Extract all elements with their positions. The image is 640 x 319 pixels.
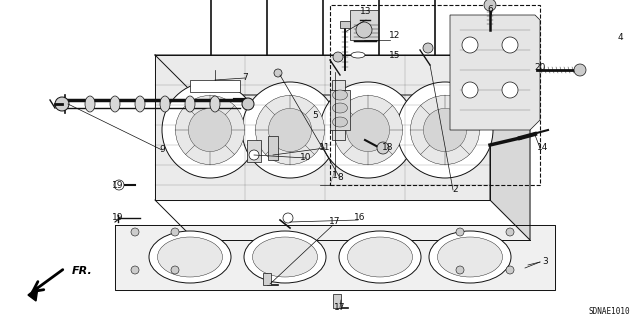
- Ellipse shape: [149, 231, 231, 283]
- Bar: [247, 140, 261, 162]
- Ellipse shape: [333, 90, 348, 100]
- Circle shape: [249, 150, 259, 160]
- Polygon shape: [155, 55, 490, 200]
- Ellipse shape: [157, 237, 223, 277]
- Ellipse shape: [110, 96, 120, 112]
- Circle shape: [55, 97, 69, 111]
- Polygon shape: [155, 55, 530, 95]
- Text: 17: 17: [329, 218, 340, 226]
- Circle shape: [506, 266, 514, 274]
- Text: 14: 14: [538, 144, 548, 152]
- Ellipse shape: [339, 231, 421, 283]
- Ellipse shape: [348, 237, 413, 277]
- Circle shape: [171, 228, 179, 236]
- Circle shape: [320, 82, 416, 178]
- Text: 4: 4: [617, 33, 623, 42]
- Circle shape: [484, 0, 496, 11]
- Circle shape: [377, 142, 389, 154]
- Ellipse shape: [160, 96, 170, 112]
- Circle shape: [423, 43, 433, 53]
- Circle shape: [502, 82, 518, 98]
- Bar: [340, 21, 350, 28]
- Bar: [263, 273, 271, 285]
- Circle shape: [274, 69, 282, 77]
- Circle shape: [171, 266, 179, 274]
- Polygon shape: [332, 80, 345, 140]
- Text: 19: 19: [112, 213, 124, 222]
- Text: 5: 5: [312, 110, 318, 120]
- Polygon shape: [28, 287, 38, 301]
- Circle shape: [456, 266, 464, 274]
- Text: 11: 11: [319, 144, 331, 152]
- Circle shape: [255, 95, 324, 165]
- Ellipse shape: [438, 237, 502, 277]
- Bar: [350, 10, 378, 40]
- Polygon shape: [490, 55, 530, 240]
- Polygon shape: [115, 225, 555, 290]
- Circle shape: [456, 228, 464, 236]
- Text: 15: 15: [389, 50, 401, 60]
- Circle shape: [356, 22, 372, 38]
- Text: 12: 12: [389, 31, 401, 40]
- Text: FR.: FR.: [72, 266, 93, 276]
- Circle shape: [502, 37, 518, 53]
- Text: 10: 10: [300, 153, 312, 162]
- Ellipse shape: [210, 96, 220, 112]
- Circle shape: [114, 180, 124, 190]
- Ellipse shape: [244, 231, 326, 283]
- Text: 2: 2: [452, 186, 458, 195]
- Text: 17: 17: [334, 303, 346, 313]
- Circle shape: [346, 108, 390, 152]
- Ellipse shape: [351, 52, 365, 58]
- Circle shape: [397, 82, 493, 178]
- Text: 16: 16: [355, 213, 365, 222]
- Text: 3: 3: [542, 257, 548, 266]
- Ellipse shape: [333, 103, 348, 113]
- Circle shape: [506, 228, 514, 236]
- Bar: [268, 136, 278, 160]
- Circle shape: [574, 64, 586, 76]
- Ellipse shape: [429, 231, 511, 283]
- Circle shape: [283, 213, 293, 223]
- Polygon shape: [450, 15, 540, 130]
- Circle shape: [410, 95, 479, 165]
- Polygon shape: [190, 80, 240, 92]
- Ellipse shape: [253, 237, 317, 277]
- Bar: [330, 5, 540, 185]
- Ellipse shape: [333, 117, 348, 127]
- Text: 20: 20: [534, 63, 546, 72]
- Ellipse shape: [135, 96, 145, 112]
- Circle shape: [162, 82, 258, 178]
- Circle shape: [175, 95, 244, 165]
- Text: 19: 19: [112, 181, 124, 189]
- Circle shape: [424, 108, 467, 152]
- Polygon shape: [330, 90, 350, 130]
- Circle shape: [462, 82, 478, 98]
- Circle shape: [242, 98, 254, 110]
- Text: 1: 1: [332, 170, 338, 180]
- Text: 7: 7: [242, 73, 248, 83]
- Circle shape: [131, 266, 139, 274]
- Circle shape: [333, 95, 403, 165]
- Text: 9: 9: [159, 145, 165, 154]
- Circle shape: [188, 108, 232, 152]
- Text: 8: 8: [337, 174, 343, 182]
- Ellipse shape: [85, 96, 95, 112]
- Circle shape: [131, 228, 139, 236]
- Circle shape: [462, 37, 478, 53]
- Bar: [333, 294, 341, 308]
- Ellipse shape: [185, 96, 195, 112]
- Text: SDNAE1010: SDNAE1010: [588, 308, 630, 316]
- Circle shape: [333, 52, 343, 62]
- Text: 18: 18: [382, 144, 394, 152]
- Circle shape: [268, 108, 312, 152]
- Text: 6: 6: [487, 5, 493, 14]
- Text: 13: 13: [360, 8, 372, 17]
- Circle shape: [242, 82, 338, 178]
